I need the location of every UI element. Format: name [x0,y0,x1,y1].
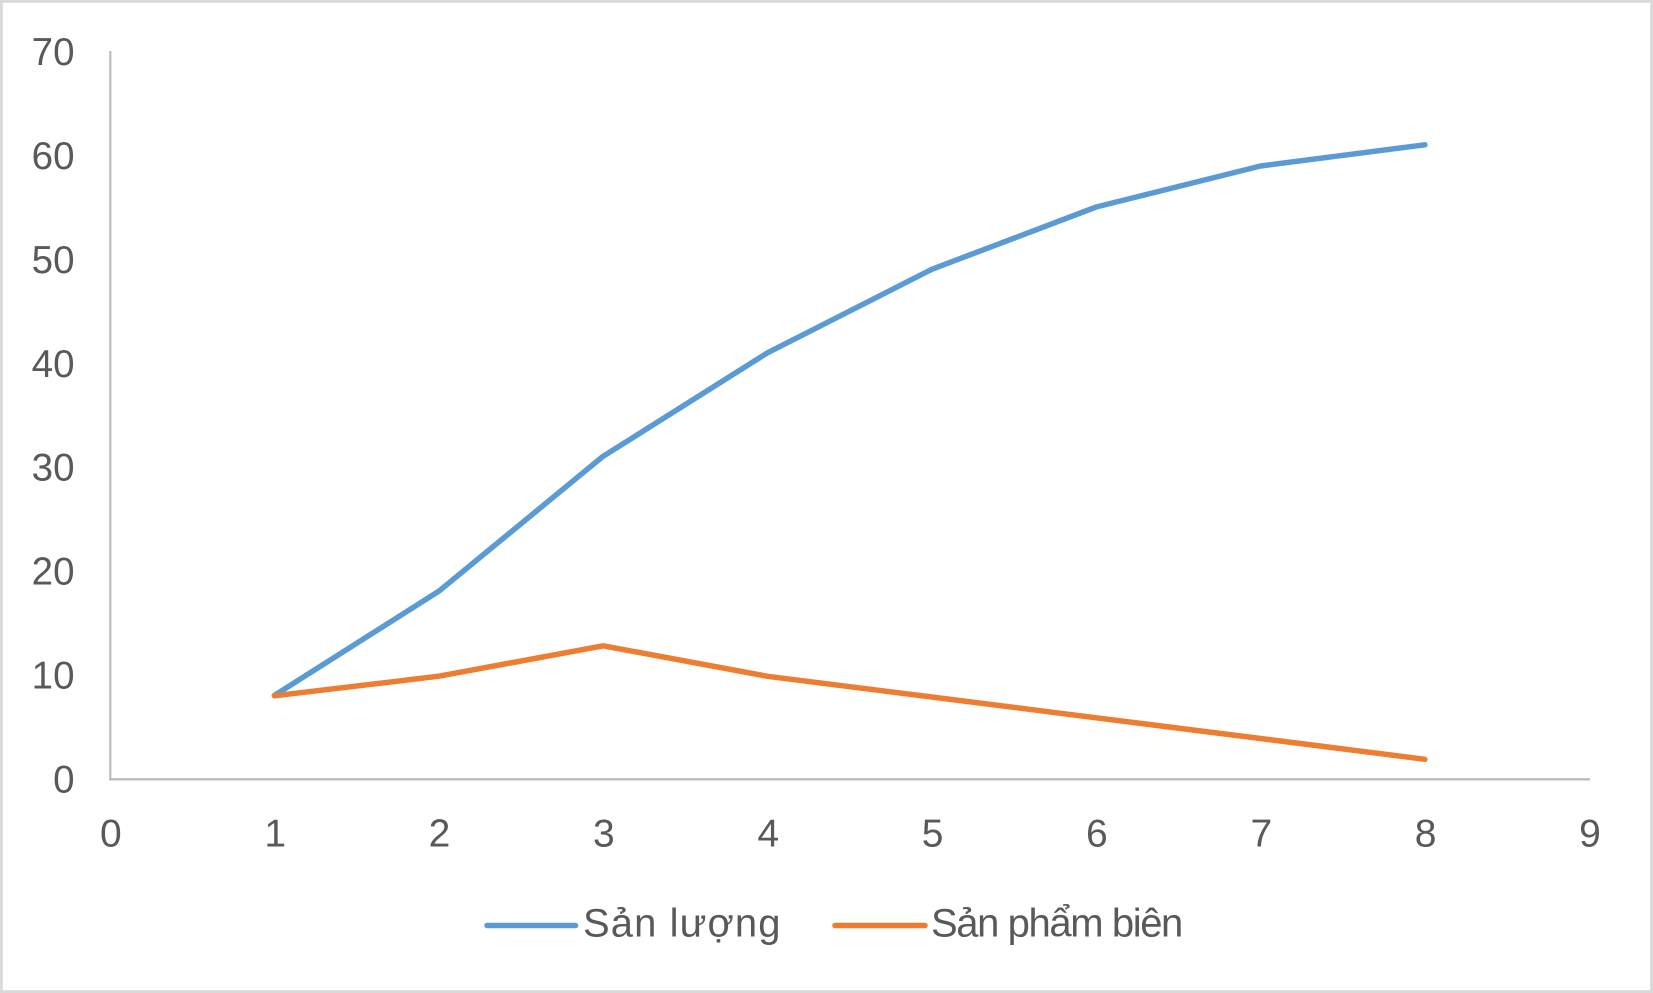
svg-text:7: 7 [1250,813,1272,856]
svg-text:50: 50 [32,239,75,282]
svg-text:70: 70 [32,31,75,74]
svg-text:6: 6 [1086,813,1108,856]
svg-text:9: 9 [1579,813,1601,856]
svg-text:30: 30 [32,447,75,490]
svg-text:20: 20 [32,551,75,594]
svg-text:5: 5 [922,813,944,856]
svg-text:0: 0 [100,813,122,856]
svg-text:1: 1 [264,813,286,856]
svg-text:4: 4 [757,813,779,856]
svg-text:60: 60 [32,135,75,178]
svg-text:10: 10 [32,655,75,698]
svg-text:40: 40 [32,343,75,386]
svg-text:0: 0 [53,758,74,801]
svg-text:3: 3 [593,813,615,856]
svg-text:Sản lượng: Sản lượng [583,902,782,946]
svg-text:8: 8 [1415,813,1437,856]
svg-text:2: 2 [429,813,451,856]
svg-text:Sản phẩm biên: Sản phẩm biên [931,902,1182,946]
